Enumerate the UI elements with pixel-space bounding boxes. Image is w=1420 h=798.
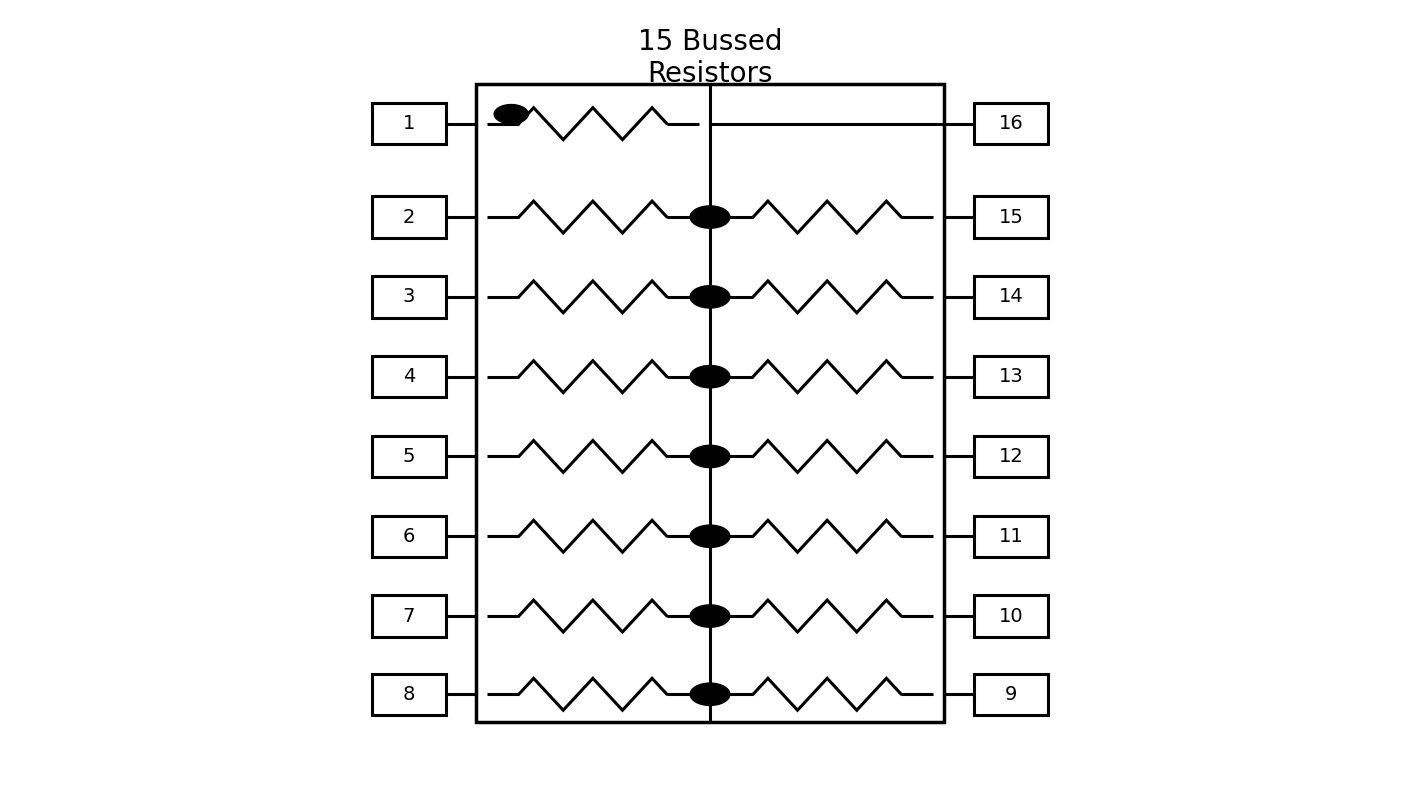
Bar bbox=[974, 436, 1048, 477]
Bar bbox=[974, 196, 1048, 238]
Circle shape bbox=[690, 683, 730, 705]
Text: 14: 14 bbox=[998, 287, 1024, 306]
Bar bbox=[974, 595, 1048, 637]
Text: 8: 8 bbox=[403, 685, 415, 704]
Text: 16: 16 bbox=[998, 114, 1024, 133]
Circle shape bbox=[690, 365, 730, 388]
Text: 10: 10 bbox=[998, 606, 1024, 626]
Text: 7: 7 bbox=[403, 606, 415, 626]
Text: 11: 11 bbox=[998, 527, 1024, 546]
Text: 6: 6 bbox=[403, 527, 415, 546]
Circle shape bbox=[690, 605, 730, 627]
Text: 2: 2 bbox=[403, 207, 415, 227]
Circle shape bbox=[690, 286, 730, 308]
Text: 5: 5 bbox=[403, 447, 415, 466]
Bar bbox=[974, 516, 1048, 557]
Text: 4: 4 bbox=[403, 367, 415, 386]
Bar bbox=[372, 674, 446, 715]
Text: 13: 13 bbox=[998, 367, 1024, 386]
Circle shape bbox=[690, 206, 730, 228]
Text: 12: 12 bbox=[998, 447, 1024, 466]
Circle shape bbox=[494, 105, 528, 124]
Bar bbox=[372, 356, 446, 397]
Bar bbox=[372, 103, 446, 144]
Bar bbox=[974, 103, 1048, 144]
Bar bbox=[974, 276, 1048, 318]
Bar bbox=[476, 84, 944, 722]
Circle shape bbox=[690, 525, 730, 547]
Text: 15 Bussed
Resistors: 15 Bussed Resistors bbox=[638, 28, 782, 89]
Circle shape bbox=[690, 445, 730, 468]
Text: 3: 3 bbox=[403, 287, 415, 306]
Bar bbox=[372, 276, 446, 318]
Bar bbox=[974, 356, 1048, 397]
Bar bbox=[372, 595, 446, 637]
Bar bbox=[372, 516, 446, 557]
Bar bbox=[372, 436, 446, 477]
Text: 9: 9 bbox=[1005, 685, 1017, 704]
Bar bbox=[372, 196, 446, 238]
Text: 15: 15 bbox=[998, 207, 1024, 227]
Text: 1: 1 bbox=[403, 114, 415, 133]
Bar bbox=[974, 674, 1048, 715]
